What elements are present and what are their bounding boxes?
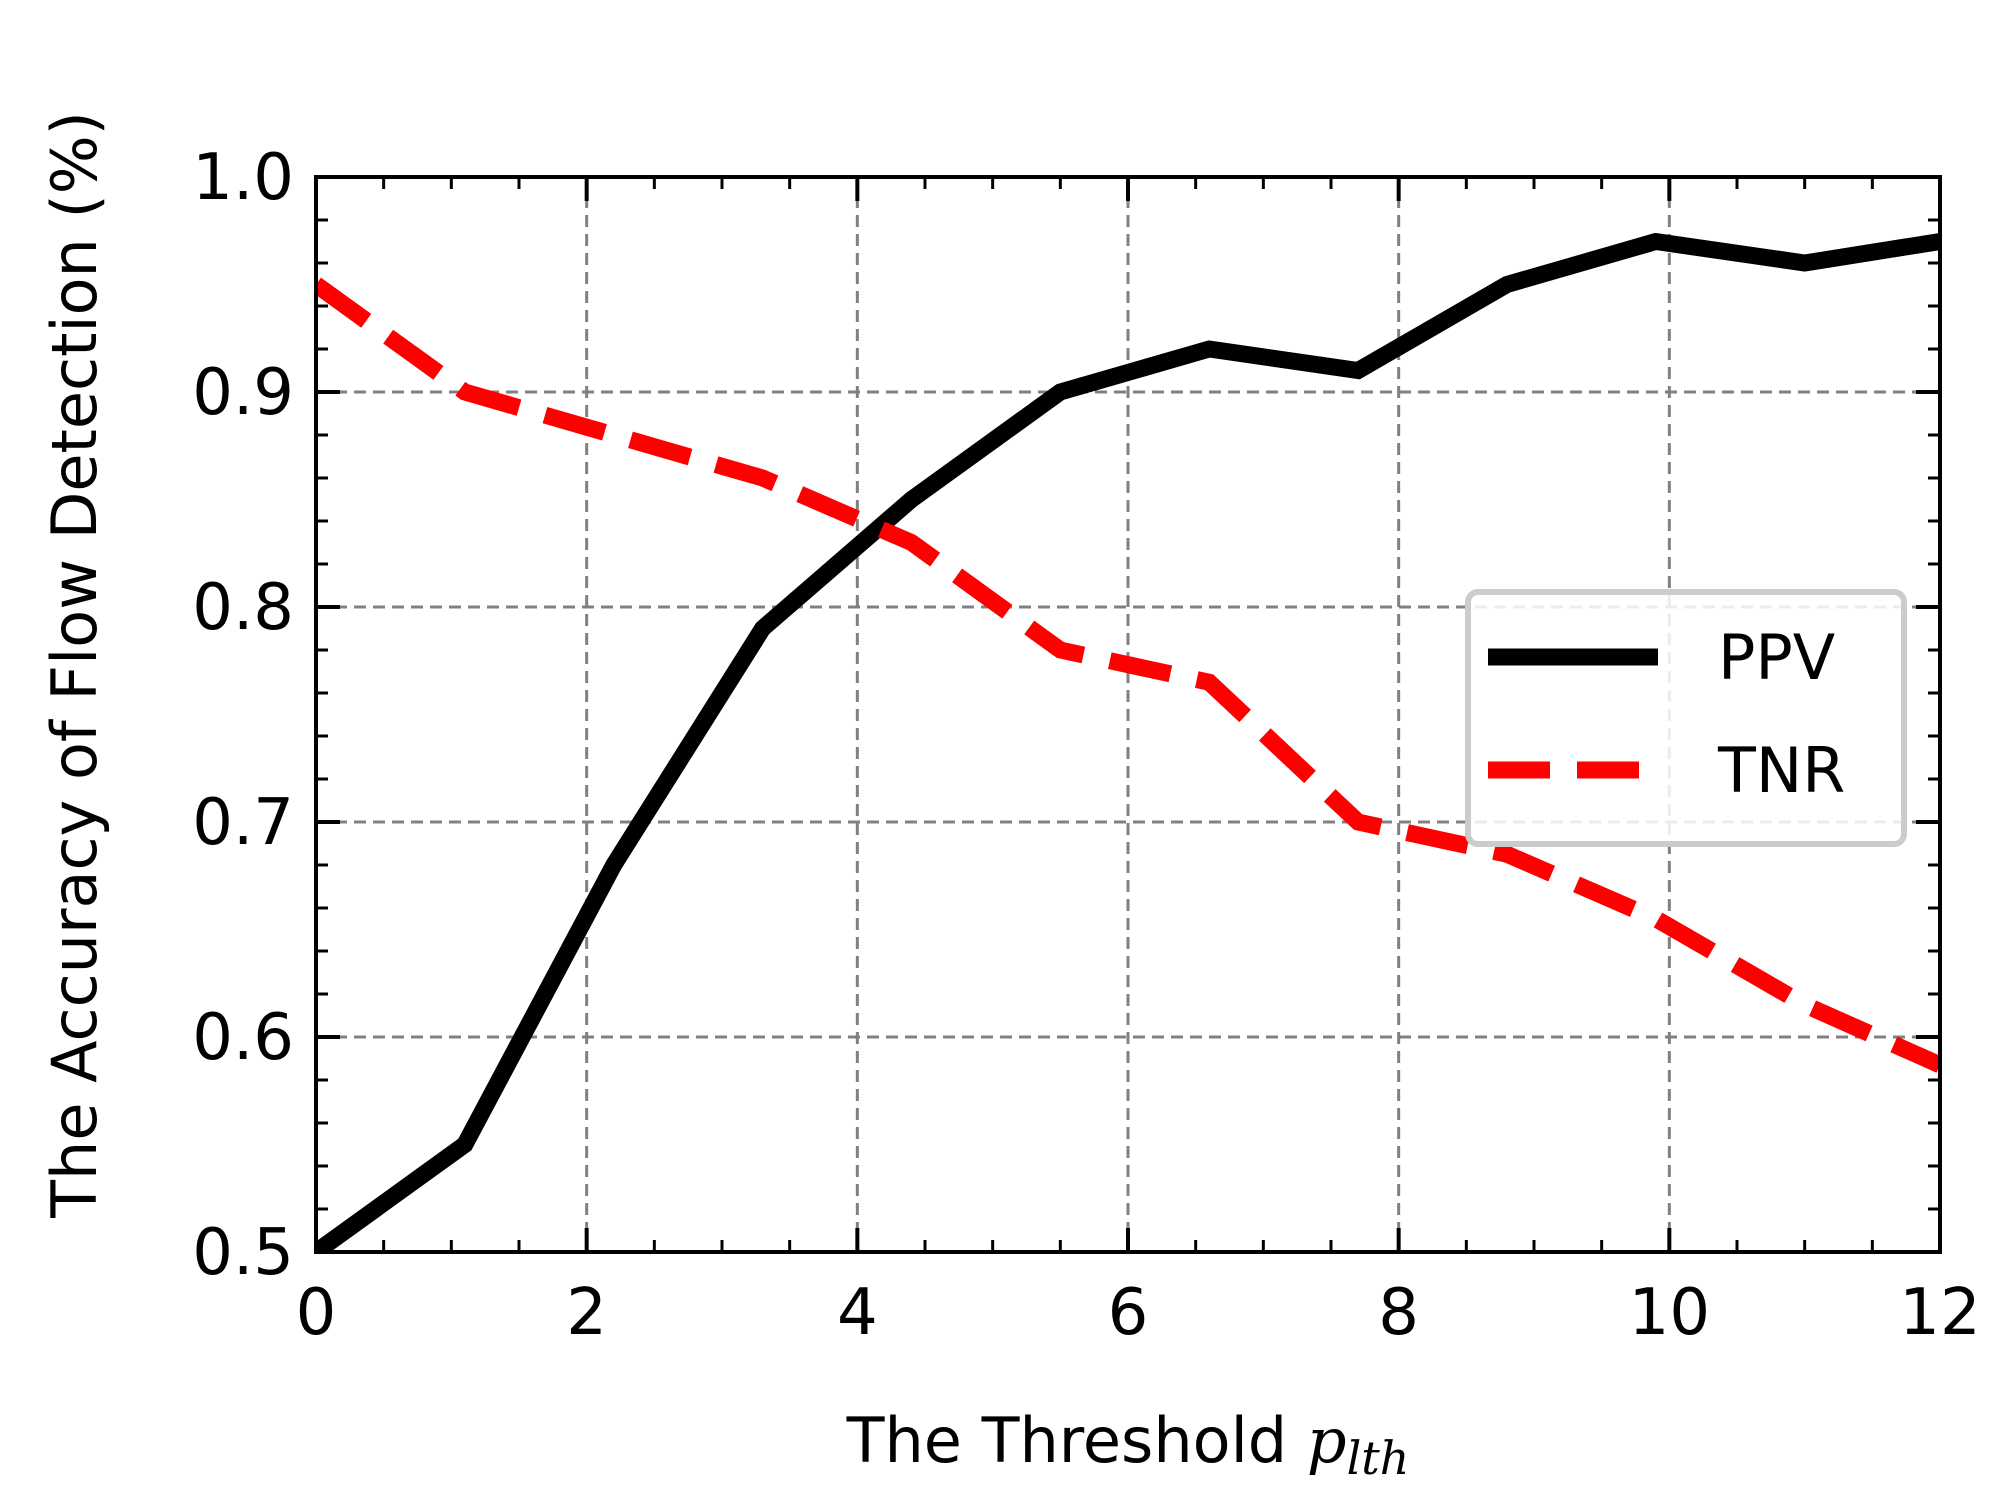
x-axis-title-subscript: lth bbox=[1347, 1431, 1410, 1485]
y-axis-title: The Accuracy of Flow Detection (%) bbox=[38, 111, 111, 1219]
y-tick-labels: 0.5 0.6 0.7 0.8 0.9 1.0 bbox=[192, 141, 294, 1290]
y-tick-label: 0.6 bbox=[192, 1001, 294, 1075]
x-tick-label: 4 bbox=[837, 1276, 878, 1350]
legend: PPV TNR bbox=[1465, 589, 1907, 847]
x-tick-label: 12 bbox=[1899, 1276, 1980, 1350]
series-line-tnr bbox=[316, 277, 1940, 1073]
y-tick-label: 0.9 bbox=[192, 356, 294, 430]
x-axis-title-math: p bbox=[1307, 1404, 1347, 1477]
x-axis-title-text: The Threshold bbox=[846, 1404, 1307, 1477]
series-lines bbox=[316, 232, 1940, 1252]
x-tick-label: 2 bbox=[566, 1276, 607, 1350]
x-tick-label: 0 bbox=[296, 1276, 337, 1350]
series-line-ppv bbox=[316, 232, 1940, 1252]
x-axis-title: The Threshold plth bbox=[846, 1404, 1410, 1485]
y-tick-label: 0.7 bbox=[192, 786, 294, 860]
y-tick-label: 0.8 bbox=[192, 571, 294, 645]
x-tick-label: 6 bbox=[1108, 1276, 1149, 1350]
legend-label-ppv: PPV bbox=[1718, 621, 1835, 694]
plot-frame bbox=[314, 175, 1942, 1254]
y-tick-label: 0.5 bbox=[192, 1216, 294, 1290]
x-tick-label: 8 bbox=[1378, 1276, 1419, 1350]
y-tick-label: 1.0 bbox=[192, 141, 294, 215]
x-tick-labels: 0 2 4 6 8 10 12 bbox=[296, 1276, 1981, 1350]
legend-label-tnr: TNR bbox=[1717, 734, 1845, 807]
x-tick-label: 10 bbox=[1629, 1276, 1710, 1350]
